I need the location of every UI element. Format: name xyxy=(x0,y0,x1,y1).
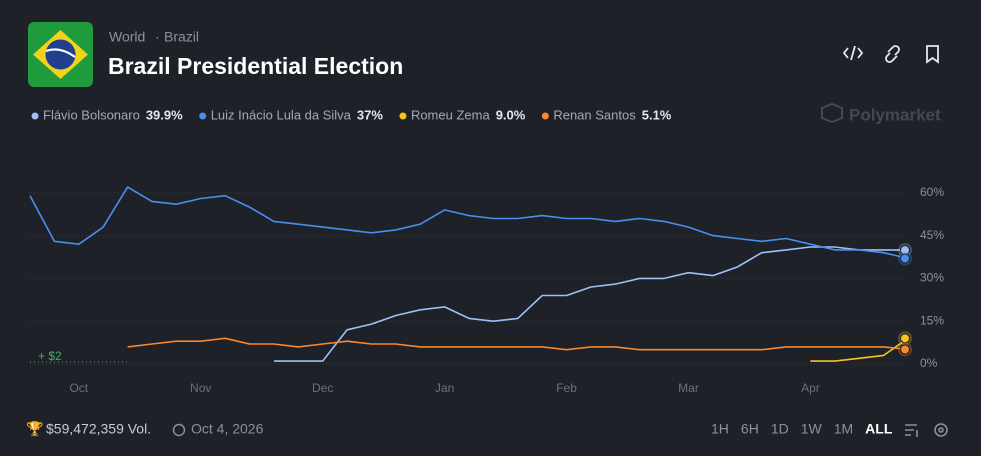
legend-value: 37% xyxy=(357,107,383,122)
endpoint xyxy=(900,253,910,264)
clock-icon xyxy=(172,423,186,437)
title: Brazil Presidential Election xyxy=(108,53,403,79)
series-line xyxy=(810,337,909,362)
series-line xyxy=(273,246,909,362)
brand: Polymarket xyxy=(821,102,941,124)
legend-value: 5.1% xyxy=(642,107,672,122)
volume: $59,472,359 Vol. xyxy=(46,421,151,437)
x-tick-label: Mar xyxy=(678,381,699,395)
y-tick-label: 30% xyxy=(920,271,944,285)
legend-swatch xyxy=(199,112,207,120)
breadcrumb[interactable]: World xyxy=(109,29,145,45)
legend-label: Luiz Inácio Lula da Silva xyxy=(211,107,352,122)
sort-icon[interactable] xyxy=(905,424,918,437)
x-tick-label: Oct xyxy=(69,381,88,395)
legend-swatch xyxy=(541,112,549,120)
series-line xyxy=(29,186,909,260)
range-button[interactable]: 1W xyxy=(801,421,823,437)
range-button[interactable]: ALL xyxy=(865,421,893,437)
bookmark-icon[interactable] xyxy=(926,45,939,64)
legend: Flávio Bolsonaro 39.9% Luiz Inácio Lula da… xyxy=(31,107,672,122)
y-tick-label: 45% xyxy=(920,228,944,242)
y-tick-label: 15% xyxy=(920,313,944,327)
legend-value: 39.9% xyxy=(146,107,183,122)
x-tick-label: Dec xyxy=(312,381,333,395)
x-tick-label: Apr xyxy=(801,381,820,395)
endpoint xyxy=(900,344,910,355)
legend-value: 9.0% xyxy=(496,107,526,122)
trophy-icon: 🏆 xyxy=(26,421,44,438)
legend-label: Romeu Zema xyxy=(411,107,491,122)
range-button[interactable]: 6H xyxy=(741,421,759,437)
settings-icon[interactable] xyxy=(934,423,948,437)
range-button[interactable]: 1H xyxy=(711,421,729,437)
y-tick-label: 60% xyxy=(920,185,944,199)
breadcrumb[interactable]: Brazil xyxy=(164,29,199,45)
embed-icon[interactable] xyxy=(842,45,864,61)
legend-swatch xyxy=(399,112,407,120)
x-tick-label: Nov xyxy=(190,381,211,395)
link-icon[interactable] xyxy=(885,45,900,63)
endpoint xyxy=(900,333,910,344)
end-date: Oct 4, 2026 xyxy=(191,421,264,437)
y-tick-label: 0% xyxy=(920,356,938,370)
series-line xyxy=(127,337,909,351)
legend-label: Renan Santos xyxy=(553,107,636,122)
flag xyxy=(28,22,93,87)
legend-swatch xyxy=(31,112,39,120)
toolbar xyxy=(842,45,939,64)
range-buttons: 1H 6H 1D 1W 1M ALL xyxy=(711,421,893,437)
x-tick-label: Feb xyxy=(556,381,577,395)
footer-icons xyxy=(905,423,948,437)
breadcrumb-separator: · xyxy=(155,29,160,45)
range-button[interactable]: 1D xyxy=(771,421,789,437)
range-button[interactable]: 1M xyxy=(834,421,853,437)
brand-name: Polymarket xyxy=(849,105,941,124)
x-tick-label: Jan xyxy=(435,381,454,395)
annotation: + $2 xyxy=(38,349,62,363)
legend-label: Flávio Bolsonaro xyxy=(43,107,140,122)
